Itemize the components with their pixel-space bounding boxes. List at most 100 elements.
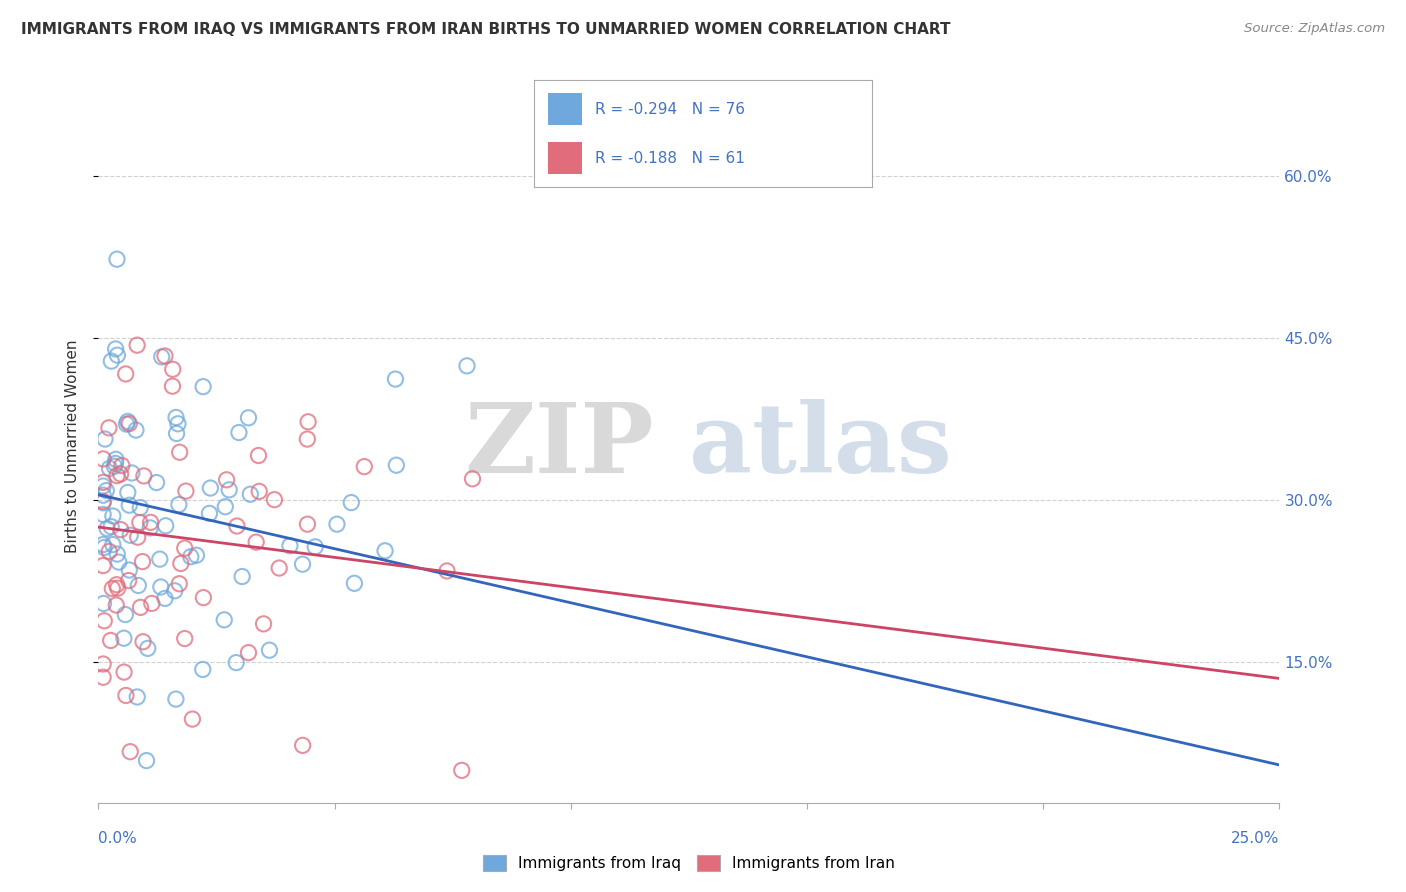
Point [145, 475, 167, 490]
Point [226, 519, 249, 533]
Text: ZIP: ZIP [464, 399, 654, 493]
Point [297, 415, 319, 429]
Point [91, 475, 114, 490]
Point [120, 745, 142, 759]
Point [129, 500, 152, 515]
Point [215, 473, 238, 487]
Point [132, 469, 155, 483]
Point [118, 498, 141, 512]
Point [155, 518, 177, 533]
Point [118, 417, 141, 431]
Point [112, 665, 135, 679]
Point [93, 541, 115, 555]
Point [149, 552, 172, 566]
Point [231, 569, 253, 583]
Point [117, 414, 139, 428]
Point [278, 539, 301, 553]
Point [153, 349, 176, 363]
Point [340, 495, 363, 509]
Point [135, 754, 157, 768]
Point [174, 484, 197, 499]
Point [139, 516, 162, 530]
Point [101, 508, 124, 523]
Point [93, 614, 115, 628]
Point [181, 712, 204, 726]
Point [304, 540, 326, 554]
Bar [548, 143, 582, 175]
Point [191, 662, 214, 676]
Point [252, 616, 274, 631]
Point [110, 523, 132, 537]
Point [186, 548, 208, 562]
Point [91, 657, 114, 671]
Point [136, 641, 159, 656]
Point [149, 580, 172, 594]
Point [100, 633, 122, 648]
Point [131, 555, 153, 569]
Point [384, 372, 406, 386]
Point [291, 558, 314, 572]
Point [111, 458, 134, 473]
Point [117, 485, 139, 500]
Point [297, 432, 319, 446]
Text: R = -0.188   N = 61: R = -0.188 N = 61 [595, 151, 745, 166]
Point [115, 689, 138, 703]
Point [139, 521, 162, 535]
Point [105, 252, 128, 267]
Point [191, 379, 214, 393]
Point [247, 484, 270, 499]
Point [245, 535, 267, 549]
Point [259, 643, 281, 657]
Point [101, 582, 124, 596]
Point [165, 692, 187, 706]
Point [118, 574, 141, 588]
Point [461, 472, 484, 486]
Point [173, 632, 195, 646]
Point [97, 421, 120, 435]
Point [100, 519, 122, 533]
Point [173, 541, 195, 556]
Point [180, 549, 202, 564]
Point [456, 359, 478, 373]
Point [247, 449, 270, 463]
Point [214, 500, 236, 514]
Point [118, 563, 141, 577]
Point [167, 417, 190, 431]
Point [167, 498, 190, 512]
Point [93, 597, 115, 611]
Legend: Immigrants from Iraq, Immigrants from Iran: Immigrants from Iraq, Immigrants from Ir… [477, 849, 901, 877]
Point [104, 342, 127, 356]
Point [114, 367, 136, 381]
Point [239, 487, 262, 501]
Point [127, 530, 149, 544]
Point [91, 508, 114, 522]
Point [98, 461, 121, 475]
Point [91, 670, 114, 684]
Text: IMMIGRANTS FROM IRAQ VS IMMIGRANTS FROM IRAN BIRTHS TO UNMARRIED WOMEN CORRELATI: IMMIGRANTS FROM IRAQ VS IMMIGRANTS FROM … [21, 22, 950, 37]
Point [200, 481, 222, 495]
Point [170, 557, 193, 571]
Point [132, 634, 155, 648]
Point [169, 445, 191, 459]
Point [326, 517, 349, 532]
Point [385, 458, 408, 473]
Point [238, 410, 260, 425]
Point [105, 598, 128, 612]
Point [91, 558, 114, 573]
Point [104, 452, 127, 467]
Point [238, 646, 260, 660]
Point [112, 631, 135, 645]
Point [115, 417, 138, 431]
Point [105, 468, 128, 483]
Point [218, 483, 240, 497]
Point [107, 555, 129, 569]
Point [91, 494, 114, 508]
Point [128, 516, 150, 530]
Point [120, 528, 142, 542]
Point [153, 591, 176, 606]
Text: 0.0%: 0.0% [98, 831, 138, 846]
Point [125, 423, 148, 437]
Point [162, 379, 184, 393]
Point [107, 581, 129, 595]
Point [127, 338, 149, 352]
